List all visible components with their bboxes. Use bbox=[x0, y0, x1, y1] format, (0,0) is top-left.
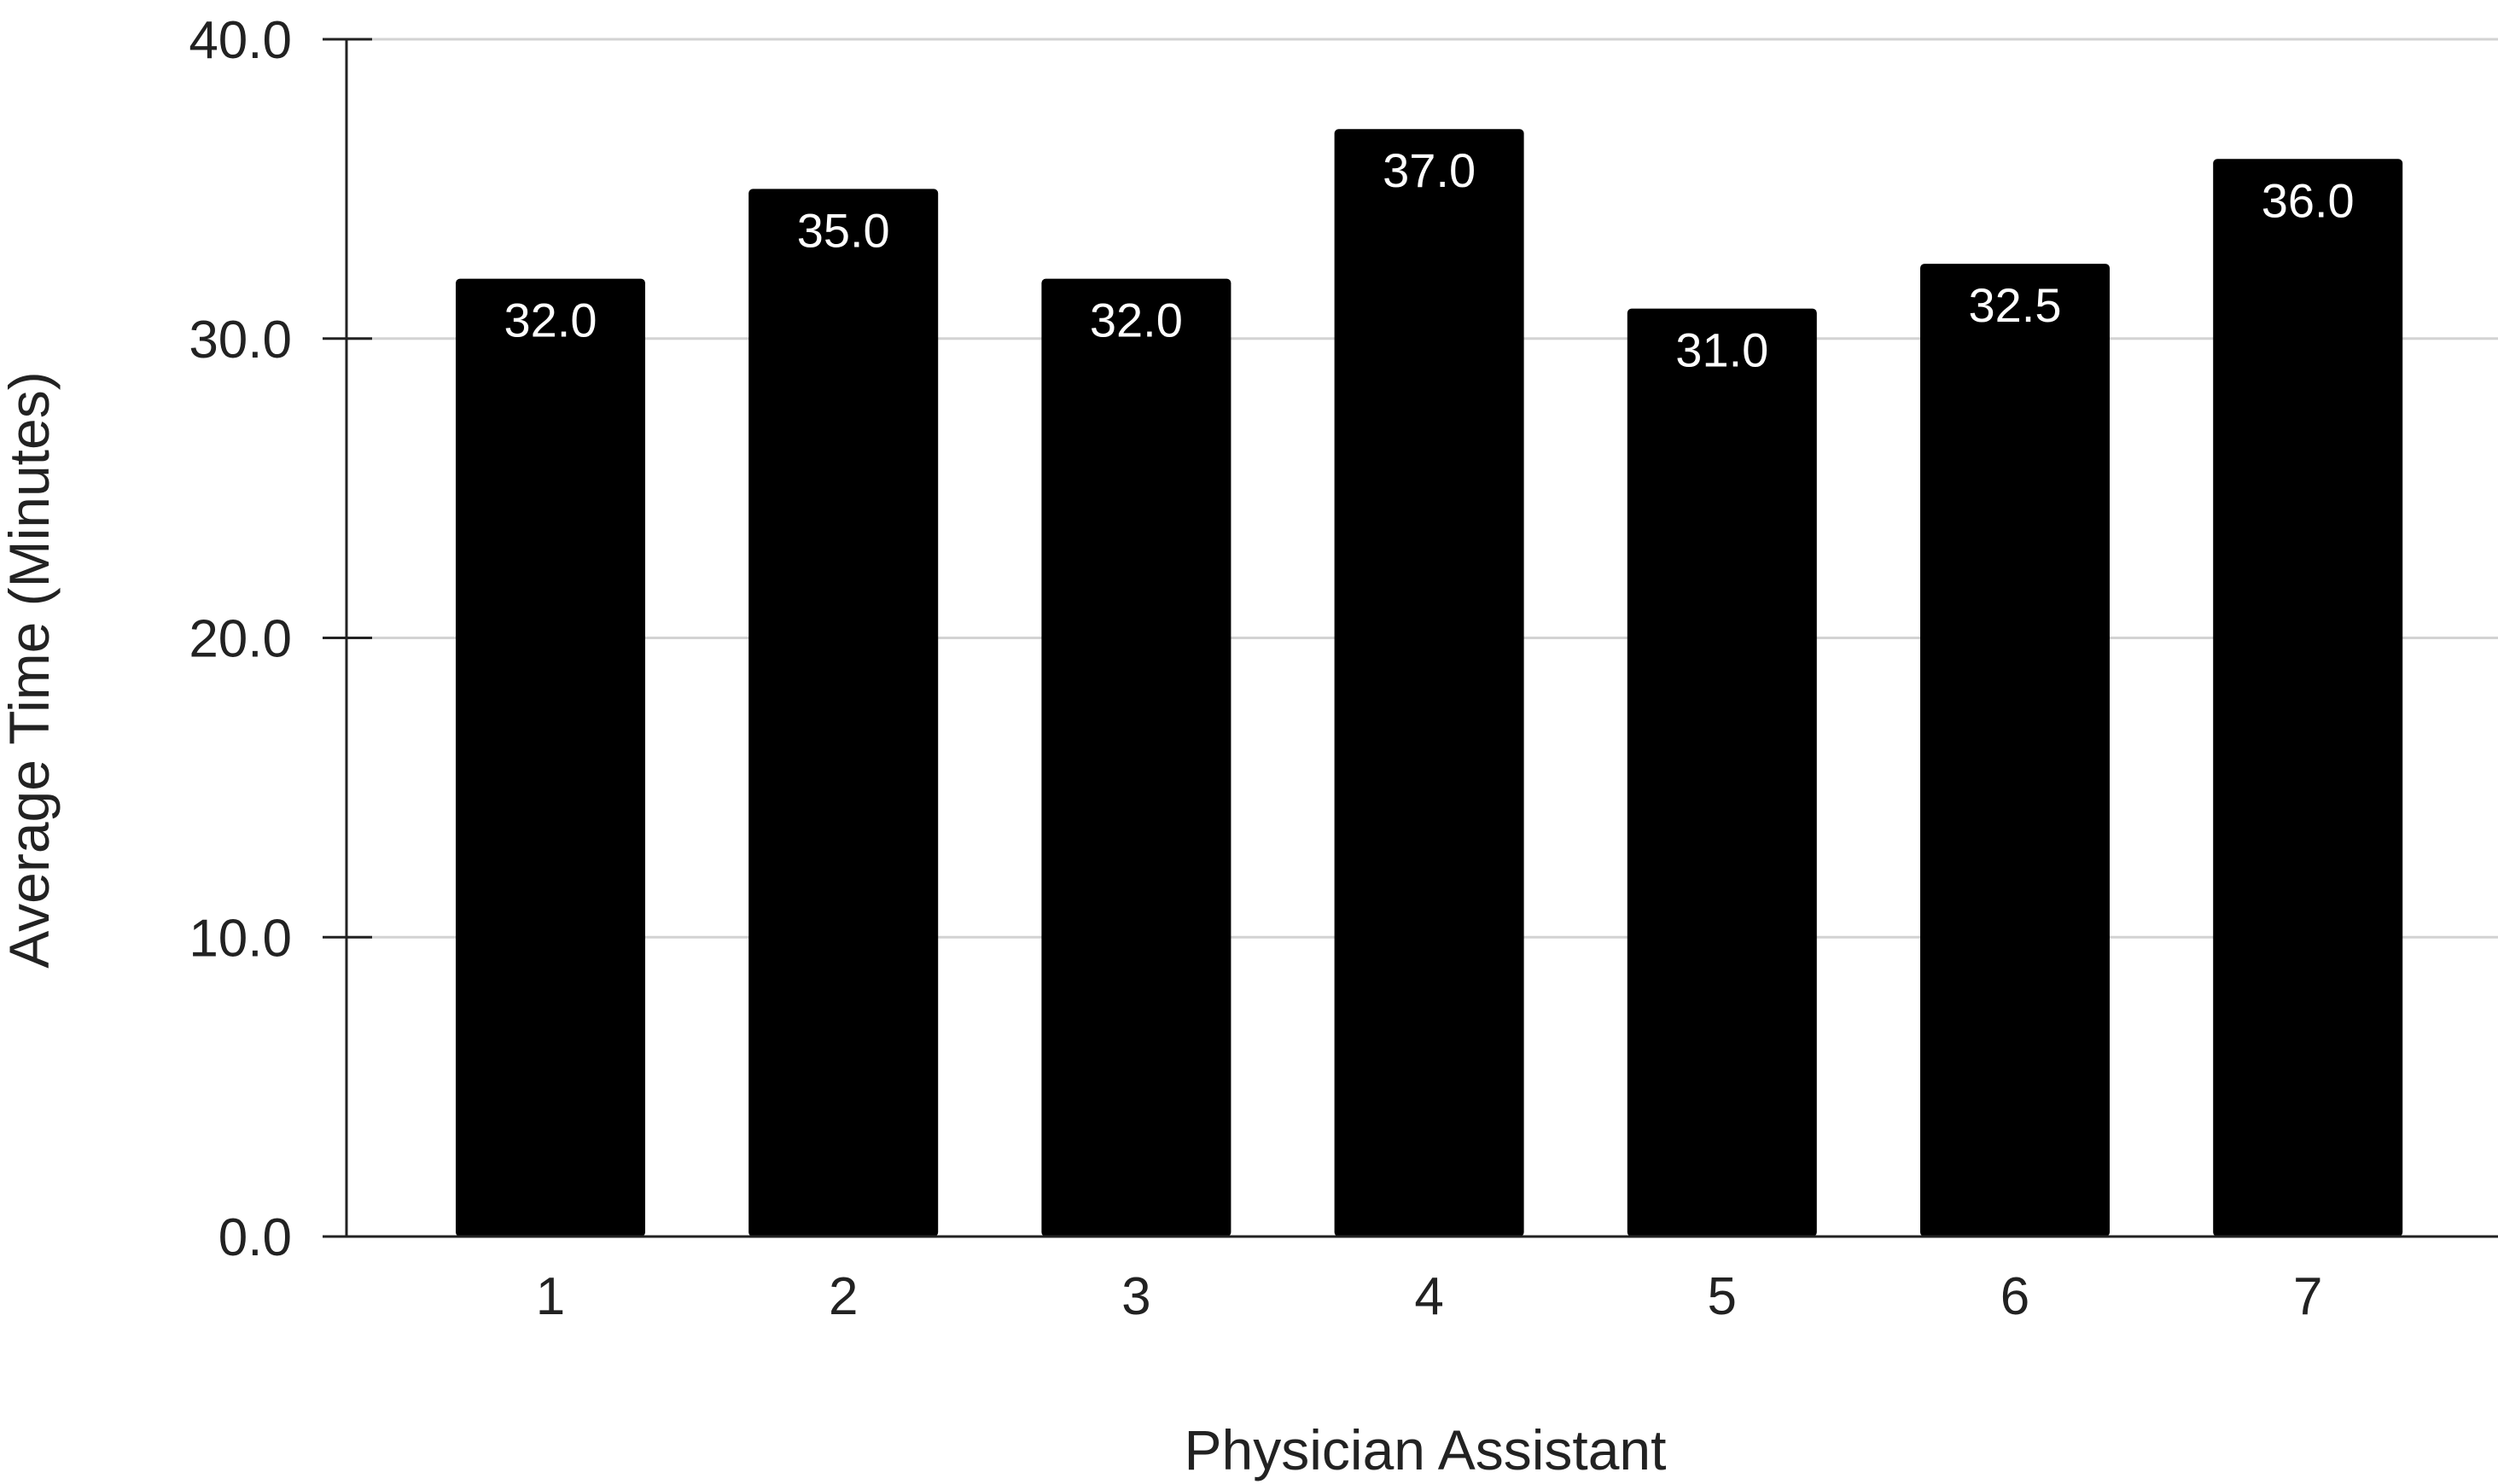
bar bbox=[1920, 264, 2110, 1237]
data-label: 36.0 bbox=[2262, 173, 2355, 227]
data-label: 35.0 bbox=[797, 203, 890, 257]
x-tick-label: 5 bbox=[1708, 1267, 1737, 1326]
y-tick-label: 30.0 bbox=[189, 311, 292, 370]
y-tick-label: 40.0 bbox=[189, 11, 292, 70]
y-tick-label: 20.0 bbox=[189, 610, 292, 669]
data-label: 37.0 bbox=[1383, 143, 1476, 197]
data-label: 31.0 bbox=[1675, 323, 1768, 377]
data-label: 32.0 bbox=[1090, 294, 1183, 347]
axes bbox=[323, 38, 2498, 1238]
bar bbox=[1627, 308, 1817, 1237]
bar bbox=[456, 278, 645, 1237]
x-axis-title: Physician Assistant bbox=[1185, 1418, 1667, 1481]
x-tick-label: 2 bbox=[829, 1267, 858, 1326]
y-axis-title: Average Time (Minutes) bbox=[0, 371, 61, 968]
bar bbox=[2213, 159, 2403, 1237]
x-tick-label: 7 bbox=[2293, 1267, 2322, 1326]
x-tick-labels: 1 2 3 4 5 6 7 bbox=[536, 1267, 2323, 1326]
y-tick-label: 10.0 bbox=[189, 909, 292, 968]
bar bbox=[1041, 278, 1232, 1237]
data-label: 32.0 bbox=[504, 294, 597, 347]
data-labels: 32.0 35.0 32.0 37.0 31.0 32.5 36.0 bbox=[504, 143, 2355, 376]
x-tick-label: 1 bbox=[536, 1267, 565, 1326]
bar bbox=[748, 189, 939, 1237]
y-tick-labels: 0.0 10.0 20.0 30.0 40.0 bbox=[189, 11, 292, 1267]
y-tick-label: 0.0 bbox=[218, 1208, 292, 1267]
bar bbox=[1334, 129, 1524, 1237]
bars bbox=[456, 129, 2403, 1237]
x-tick-label: 6 bbox=[2000, 1267, 2029, 1326]
x-tick-label: 4 bbox=[1414, 1267, 1443, 1326]
data-label: 32.5 bbox=[1969, 278, 2062, 332]
x-tick-label: 3 bbox=[1121, 1267, 1150, 1326]
